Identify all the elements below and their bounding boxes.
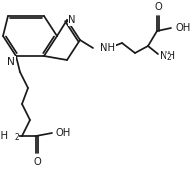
Text: OH: OH <box>56 128 71 138</box>
Text: NH: NH <box>160 51 175 61</box>
Text: NH: NH <box>100 43 115 53</box>
Text: O: O <box>33 157 41 167</box>
Text: N: N <box>7 57 15 67</box>
Text: NH: NH <box>0 131 8 141</box>
Text: N: N <box>68 15 75 25</box>
Text: 2: 2 <box>14 133 19 142</box>
Text: OH: OH <box>175 23 190 33</box>
Text: O: O <box>154 2 162 12</box>
Text: 2: 2 <box>166 53 171 62</box>
